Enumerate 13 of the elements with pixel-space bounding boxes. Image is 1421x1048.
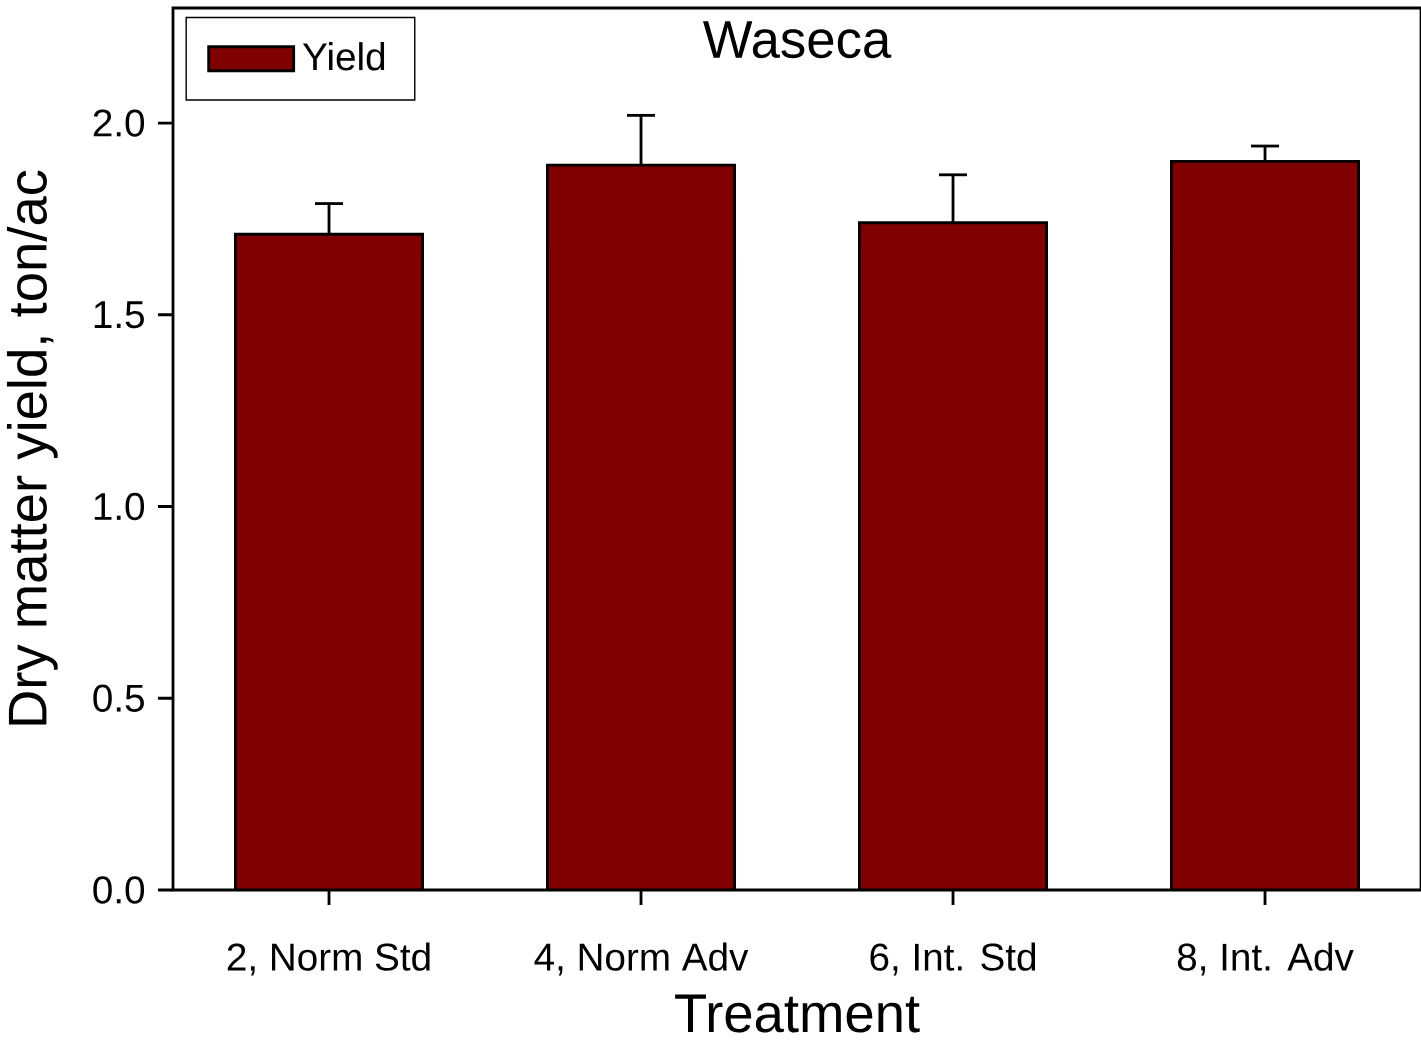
y-tick-label: 2.0 xyxy=(93,109,145,137)
x-tick-label: 8, Int. Adv xyxy=(1177,942,1354,976)
x-axis-title: Treatment xyxy=(675,994,920,1033)
y-tick-label: 1.5 xyxy=(94,301,144,329)
y-axis-title: Dry matter yield, ton/ac xyxy=(6,170,58,725)
y-tick-label: 1.0 xyxy=(94,492,145,521)
y-tick-label: 0.0 xyxy=(93,876,145,904)
y-tick-label: 0.5 xyxy=(93,684,144,712)
x-tick-label: 2, Norm Std xyxy=(227,942,430,976)
x-tick-label: 4, Norm Adv xyxy=(534,942,749,976)
legend-label: Yield xyxy=(302,42,385,71)
x-tick-label: 6, Int. Std xyxy=(870,942,1036,976)
chart-title: Waseca xyxy=(702,21,892,59)
